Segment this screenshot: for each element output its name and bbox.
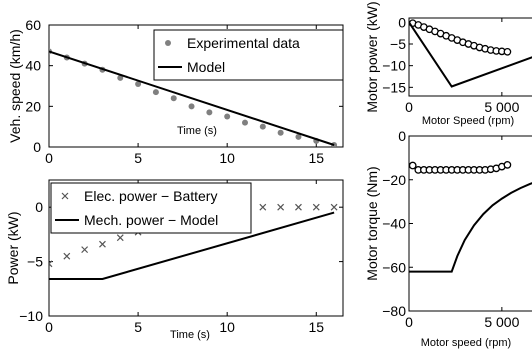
legend-label: Mech. power − Model [84,212,218,228]
y-axis-label: Power (kW) [5,211,21,284]
x-axis-label: Motor Speed (rpm) [422,115,514,127]
series-1 [49,50,335,146]
x-tick-label: 15 [308,150,324,166]
data-point [81,246,89,254]
data-point [409,161,417,170]
y-tick-label: 0 [35,199,43,215]
data-point [242,119,248,126]
data-point [295,133,302,140]
motor-power-panel: 0 5 000 −15 −10 −5 0 Motor Speed (rpm) Motor po… [364,1,532,127]
y-tick-label: −80 [382,303,406,319]
legend-label: Model [187,59,225,75]
x-tick-label: 0 [405,99,413,115]
x-tick-label: 0 [405,314,413,330]
x-tick-label: 5 000 [484,314,519,330]
plot-frame [48,24,344,148]
series-line [49,211,335,280]
legend-marker-swatch [165,40,171,46]
x-tick-label: 0 [45,319,53,335]
series-line [409,21,532,88]
plot-frame [48,179,344,317]
y-tick-label: −60 [382,259,406,275]
legend-label: Experimental data [187,35,300,51]
data-point [117,74,124,81]
motor-torque-panel: 0 5 000 −80 −60 −40 −20 0 Motor speed (rpm) Moto… [364,128,532,349]
data-point [295,203,302,211]
data-point [188,103,195,110]
legend-label: Elec. power − Battery [84,188,217,204]
data-point [259,203,267,211]
y-axis-label: Motor power (kW) [364,1,380,112]
data-point [277,129,284,136]
data-point [224,113,231,120]
series-1 [49,211,335,280]
data-point [152,89,159,96]
y-tick-label: −10 [19,308,43,324]
data-point [259,123,266,130]
series-0 [409,161,512,174]
y-tick-label: −5 [27,254,43,270]
data-point [503,47,512,56]
x-tick-label: 0 [45,150,53,166]
data-point [330,203,338,211]
y-tick-label: −40 [382,216,406,232]
y-tick-label: −20 [382,172,406,188]
x-axis-label: Motor speed (rpm) [421,337,511,349]
legend-marker-swatch [61,192,69,200]
y-tick-label: 0 [398,128,406,144]
y-axis-label: Motor torque (Nm) [364,166,380,280]
power-panel: 0 5 10 15 −10 −5 0 Time (s) Power (kW) Elec. powe… [5,179,344,341]
data-point [49,260,53,268]
y-tick-label: 40 [25,58,41,74]
speed-panel: 0 5 10 15 0 20 40 60 Time (s) Veh. speed (km/h) Ex… [7,17,344,166]
data-point [135,80,142,87]
legend-box [153,29,344,81]
y-tick-label: 0 [33,139,41,155]
data-point [170,95,177,102]
series-1 [409,21,532,88]
x-tick-label: 10 [219,319,235,335]
data-point [206,109,213,116]
y-tick-label: −15 [382,79,406,95]
x-tick-label: 15 [308,319,324,335]
x-axis-label: Time (s) [170,329,210,341]
data-point [63,252,71,260]
y-tick-label: 0 [398,14,406,30]
data-point [277,203,285,211]
legend-box [50,182,252,234]
x-tick-label: 5 000 [484,99,519,115]
legend: Experimental data Model [153,29,344,81]
plot-frame [408,135,532,312]
series-0 [409,19,512,56]
x-tick-label: 5 [134,150,142,166]
plot-frame [408,17,532,97]
x-tick-label: 10 [219,150,235,166]
legend: Elec. power − Battery Mech. power − Model [50,182,252,234]
y-axis-label: Veh. speed (km/h) [7,29,23,143]
x-axis-label: Time (s) [177,125,217,137]
series-1 [409,182,532,273]
y-tick-label: 20 [25,98,41,114]
data-point [312,203,320,211]
data-point [503,161,512,169]
y-tick-label: −10 [382,58,406,74]
x-tick-label: 5 [134,319,142,335]
y-tick-label: 60 [25,17,41,33]
series-line [409,182,532,273]
data-point [99,240,106,248]
data-point [116,234,124,242]
y-tick-label: −5 [390,36,406,52]
series-line [49,50,335,146]
